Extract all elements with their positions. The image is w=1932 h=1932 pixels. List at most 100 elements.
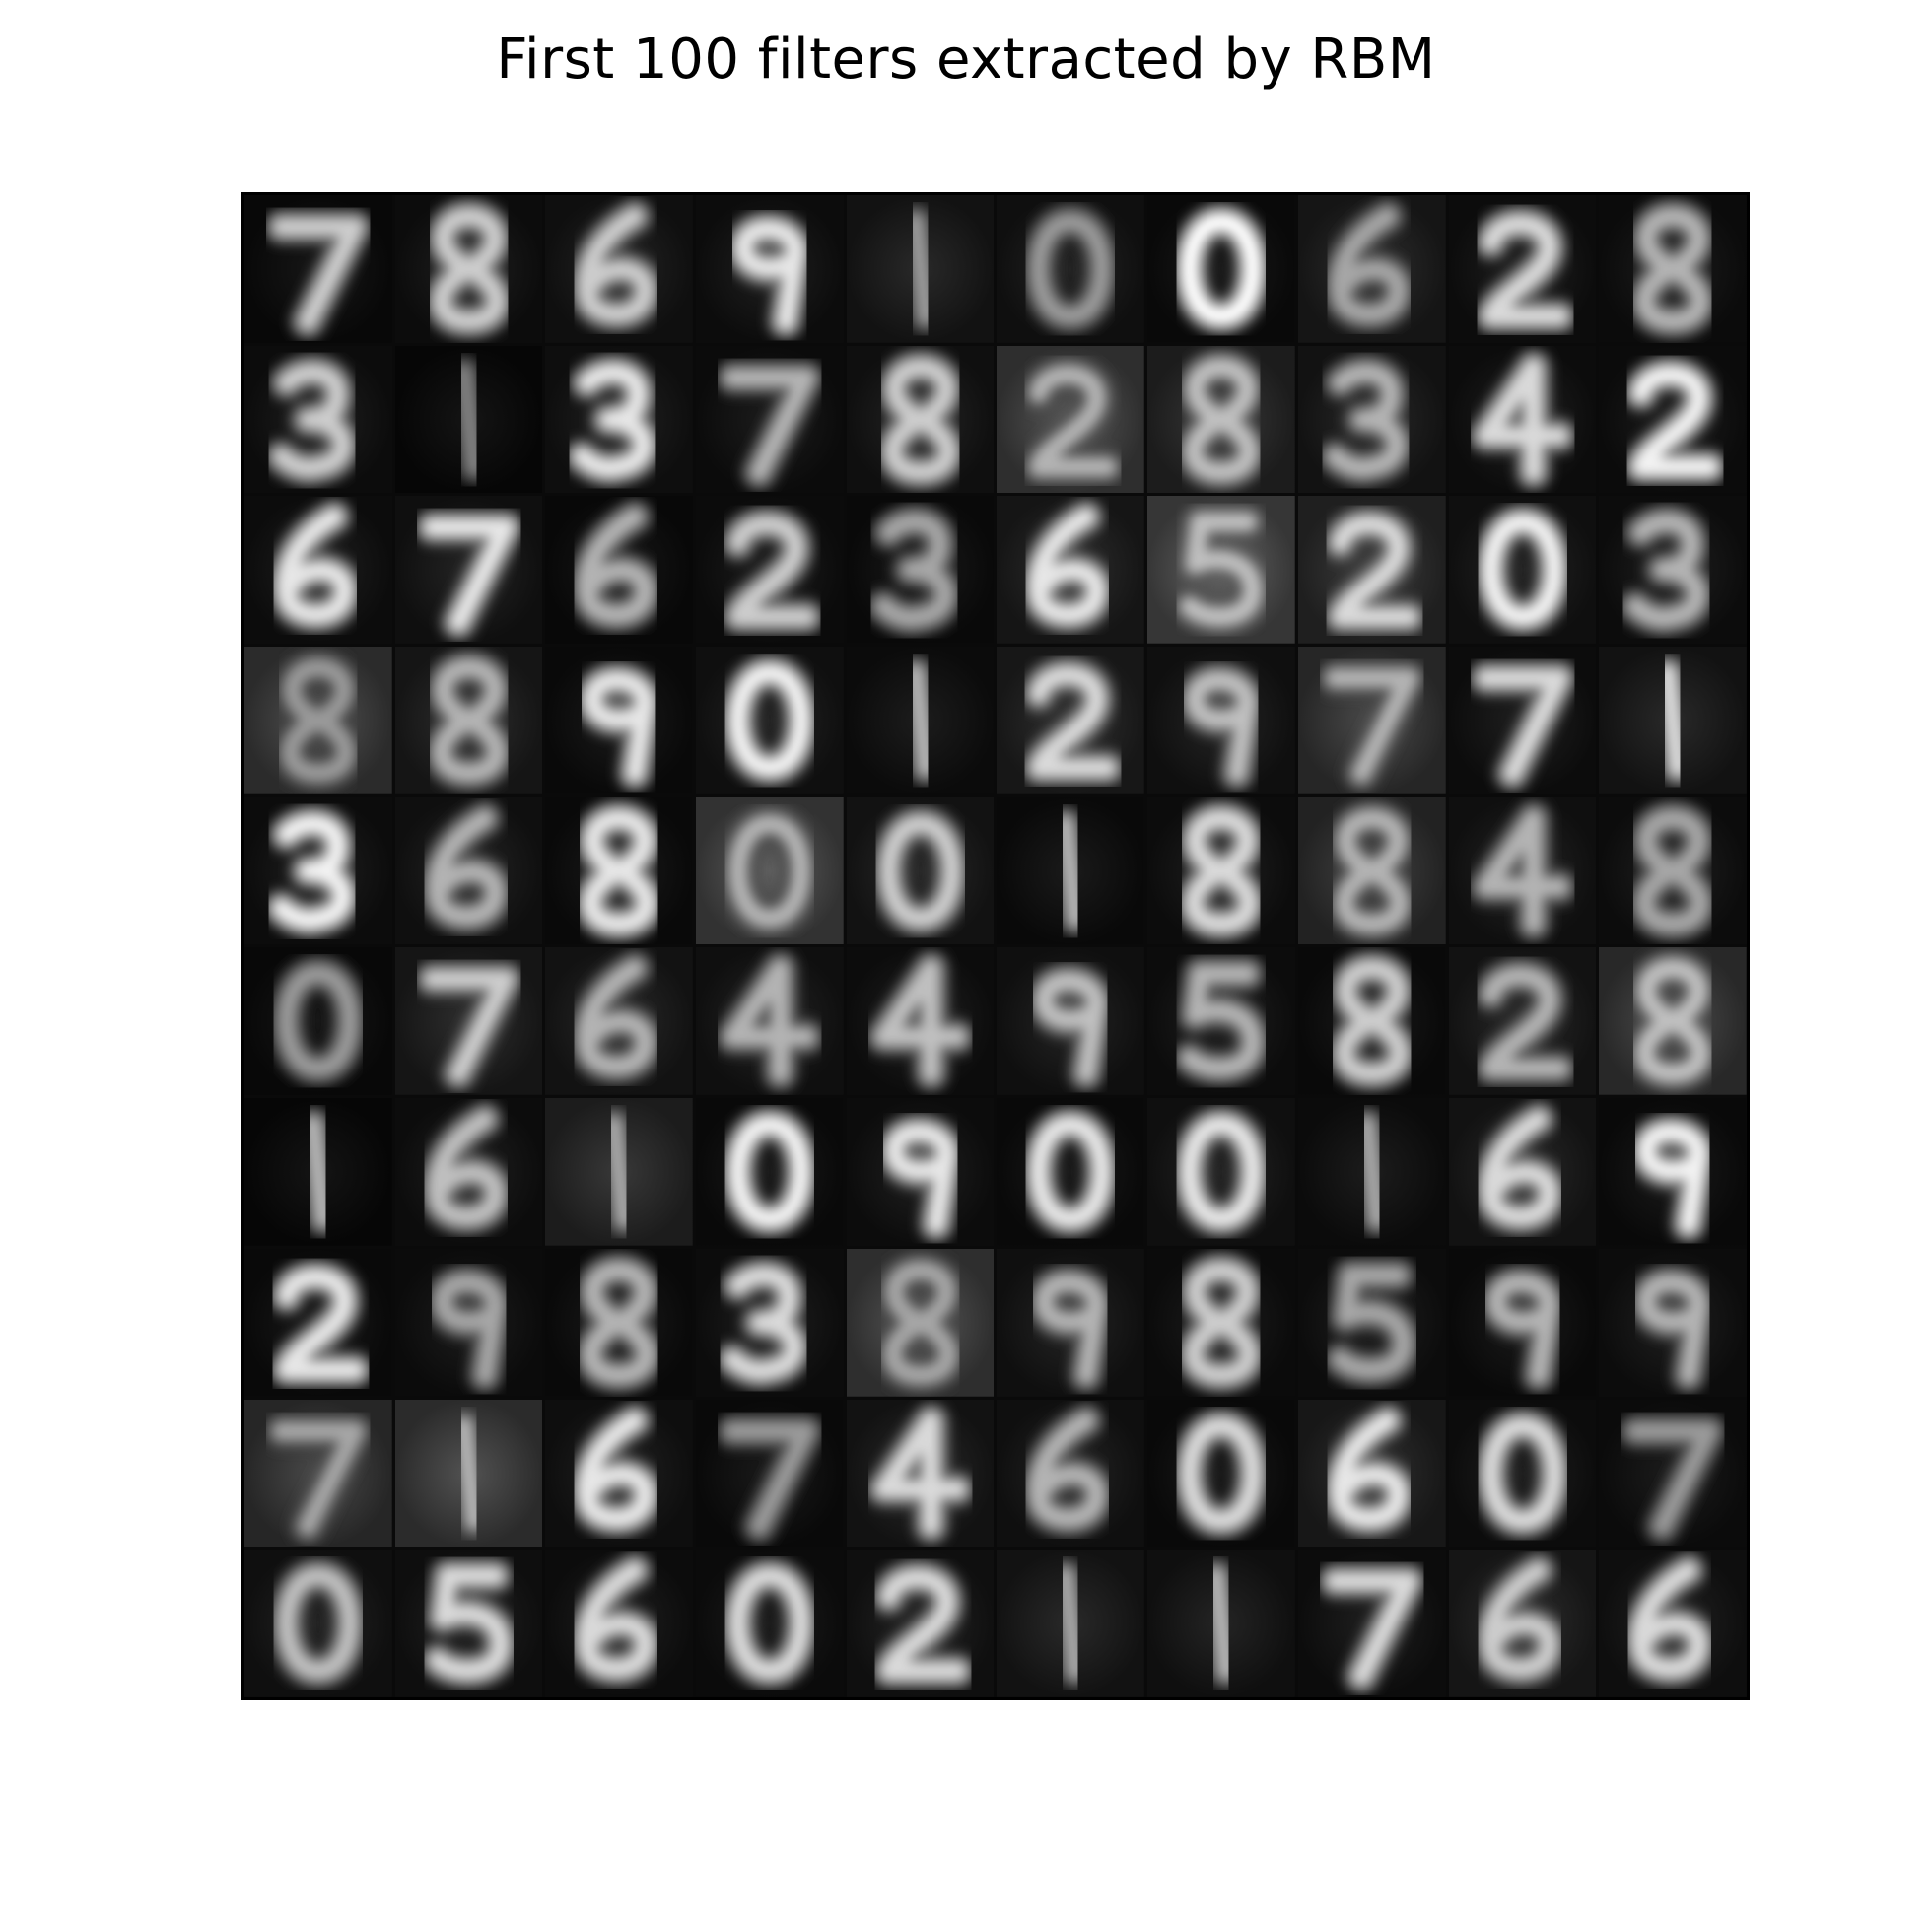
filter-tile <box>244 1550 392 1697</box>
filter-tile <box>1297 1248 1446 1397</box>
filter-stroke <box>277 1566 360 1681</box>
filter-stroke <box>1630 1561 1709 1679</box>
filter-image <box>244 496 392 645</box>
filter-tile <box>1147 195 1295 343</box>
filter-tile <box>1297 796 1446 945</box>
filter-tile <box>394 1248 543 1397</box>
filter-image <box>244 1399 392 1548</box>
filter-tile <box>1599 1550 1747 1697</box>
filter-tile <box>1297 1550 1446 1697</box>
filter-image <box>394 647 543 794</box>
filter-tile <box>394 947 543 1096</box>
filter-tile <box>846 195 995 343</box>
filter-image <box>545 796 694 945</box>
filter-tile <box>1147 1399 1295 1548</box>
filter-stroke <box>1325 1571 1418 1687</box>
filter-stroke <box>426 808 505 927</box>
filter-tile <box>394 496 543 645</box>
filter-stroke <box>1330 1411 1409 1529</box>
filter-stroke <box>431 657 507 784</box>
filter-stroke <box>1658 663 1689 778</box>
filter-image <box>1297 195 1446 343</box>
filter-stroke <box>1028 1411 1107 1529</box>
filter-stroke <box>422 969 516 1084</box>
filter-tile <box>997 496 1145 645</box>
filter-tile <box>846 1399 995 1548</box>
filter-stroke <box>1334 808 1410 933</box>
filter-image <box>1448 1550 1597 1697</box>
filter-stroke <box>583 670 656 784</box>
filter-tile <box>1448 1248 1597 1397</box>
filter-image <box>1599 1399 1747 1548</box>
filter-stroke <box>905 663 935 778</box>
filter-stroke <box>1029 665 1118 778</box>
filter-image <box>244 647 392 794</box>
filter-tile <box>1599 345 1747 494</box>
filter-image <box>394 1399 543 1548</box>
filter-image <box>846 1399 995 1548</box>
filter-stroke <box>873 513 955 629</box>
filter-image <box>997 1550 1145 1697</box>
filter-stroke <box>873 1411 967 1536</box>
filter-stroke <box>277 964 360 1079</box>
filter-stroke <box>728 1566 811 1681</box>
filter-image <box>846 947 995 1096</box>
filter-image <box>394 195 543 343</box>
filter-tile <box>1297 1098 1446 1246</box>
filter-stroke <box>453 362 484 477</box>
filter-stroke <box>728 663 811 778</box>
filter-stroke <box>604 1115 635 1229</box>
filter-tile <box>1448 647 1597 794</box>
filter-stroke <box>1636 1122 1709 1235</box>
filter-stroke <box>1180 1115 1263 1229</box>
filter-image <box>696 647 844 794</box>
filter-stroke <box>303 1115 333 1229</box>
filter-image <box>244 345 392 494</box>
filter-image <box>846 195 995 343</box>
filter-image <box>1448 796 1597 945</box>
filter-tile <box>394 1399 543 1548</box>
filter-image <box>1599 947 1747 1096</box>
filter-tile <box>545 195 694 343</box>
filter-image <box>1297 1248 1446 1397</box>
filter-image <box>846 1098 995 1246</box>
filter-stroke <box>1180 212 1263 326</box>
filter-image <box>696 496 844 645</box>
filter-tile <box>244 796 392 945</box>
filter-stroke <box>1476 808 1569 933</box>
filter-stroke <box>878 813 962 929</box>
filter-stroke <box>1029 212 1113 326</box>
filter-image <box>1599 345 1747 494</box>
filter-stroke <box>1486 1273 1558 1385</box>
filter-tile <box>244 195 392 343</box>
filter-image <box>997 1399 1145 1548</box>
filter-tile <box>1599 796 1747 945</box>
filter-tile <box>1599 496 1747 645</box>
filter-stroke <box>276 508 355 625</box>
filter-image <box>1599 496 1747 645</box>
filter-stroke <box>873 959 967 1084</box>
filter-tile <box>1599 647 1747 794</box>
filter-tile <box>545 1399 694 1548</box>
filter-image <box>1599 796 1747 945</box>
filter-tile <box>244 345 392 494</box>
filter-image <box>1147 1248 1295 1397</box>
filter-stroke <box>723 368 816 482</box>
filter-tile <box>997 195 1145 343</box>
filter-image <box>1297 947 1446 1096</box>
filter-image <box>1297 1399 1446 1548</box>
filter-tile <box>244 496 392 645</box>
filter-image <box>394 796 543 945</box>
filter-stroke <box>1028 508 1107 625</box>
filter-stroke <box>1481 966 1569 1079</box>
filter-tile <box>997 1098 1145 1246</box>
filter-stroke <box>728 813 811 929</box>
filter-tile <box>997 1550 1145 1697</box>
filter-image <box>1147 796 1295 945</box>
filter-image <box>394 1550 543 1697</box>
filter-stroke <box>1184 1260 1259 1385</box>
filter-tile <box>846 947 995 1096</box>
filter-stroke <box>277 1268 365 1380</box>
filter-image <box>1448 1098 1597 1246</box>
filter-image <box>846 796 995 945</box>
